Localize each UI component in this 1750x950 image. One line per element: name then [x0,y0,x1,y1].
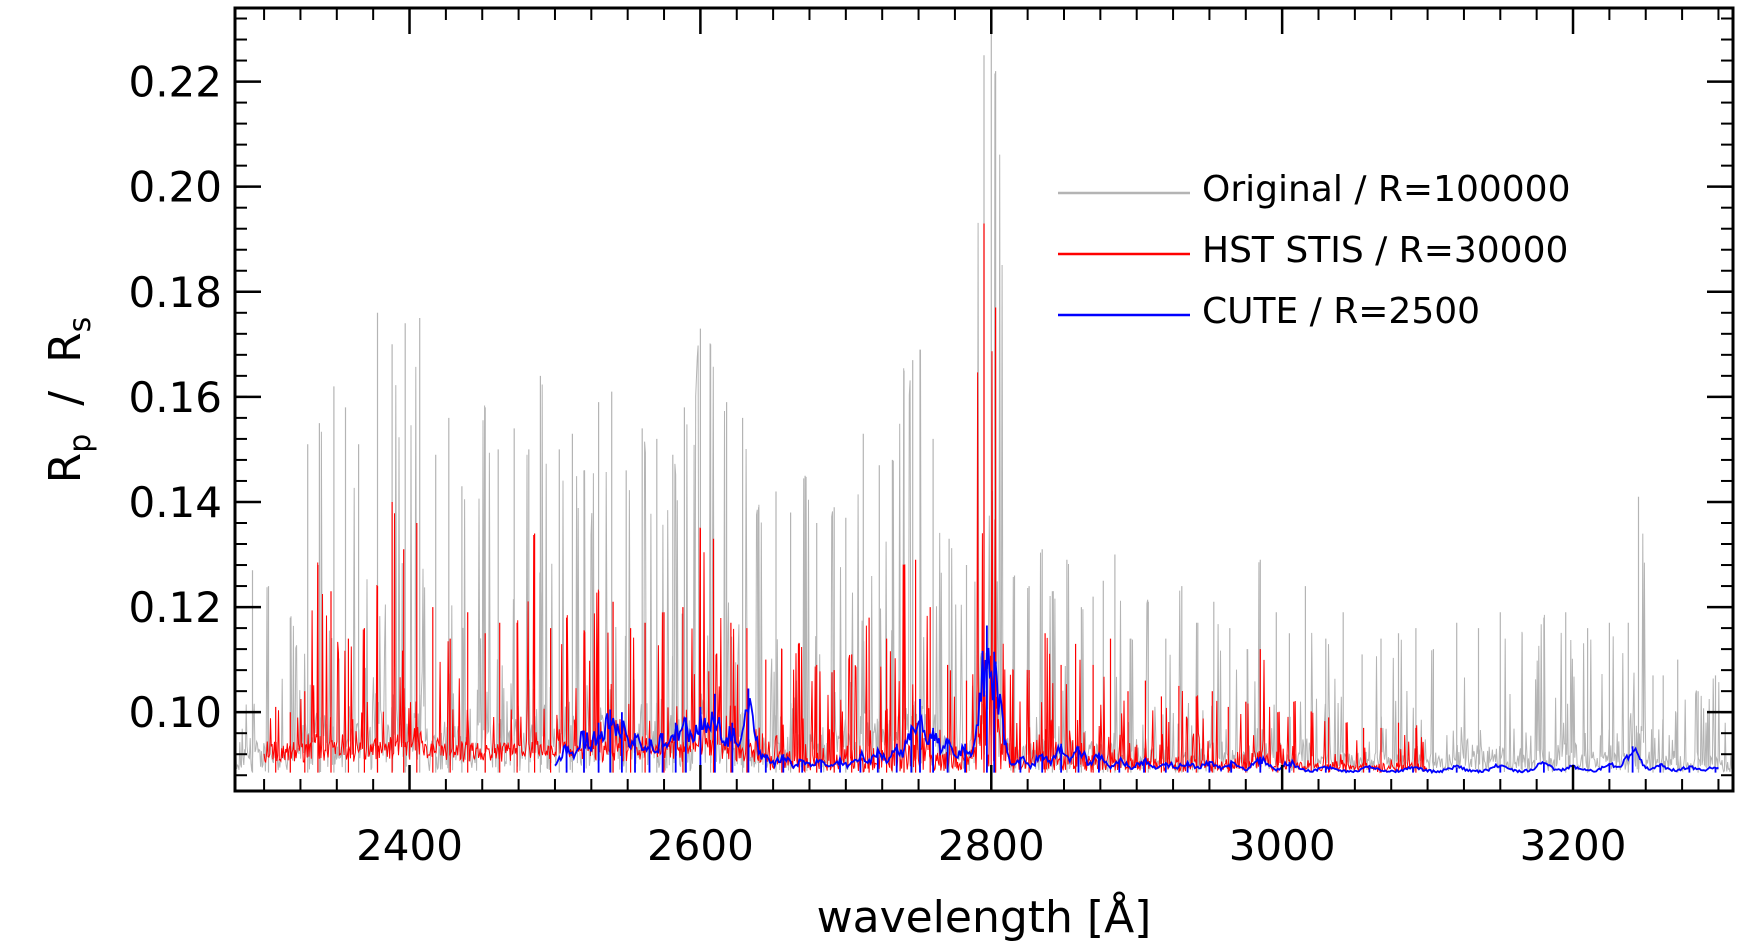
series-0 [235,18,1733,774]
y-axis-title-r2: R [40,332,91,363]
series-2 [554,625,1719,775]
plot-area: 2400 2600 2800 3000 3200 0.10 0.12 0.14 0.16 0.18… [128,6,1735,870]
y-tick-label: 0.14 [128,478,222,527]
legend-label-hst-stis: HST STIS / R=30000 [1202,230,1568,271]
y-axis-title-r: R [40,453,91,484]
legend: Original / R=100000 HST STIS / R=30000 C… [1058,169,1571,332]
x-tick-label: 3000 [1229,821,1336,870]
x-tick-label: 2400 [356,821,463,870]
legend-label-original: Original / R=100000 [1202,169,1571,210]
series-line-1 [263,351,1428,774]
y-tick-label: 0.20 [128,163,222,212]
y-tick-label: 0.16 [128,373,222,422]
series-layer [235,18,1733,775]
y-tick-label: 0.22 [128,58,222,107]
y-tick-label: 0.10 [128,688,222,737]
y-axis-title-sub-p: p [63,434,98,453]
legend-label-cute: CUTE / R=2500 [1202,291,1480,332]
y-tick-label: 0.12 [128,583,222,632]
y-axis-title: Rp / Rs [40,317,98,484]
x-tick-label: 3200 [1520,821,1627,870]
y-tick-label: 0.18 [128,268,222,317]
tick-layer: 2400 2600 2800 3000 3200 0.10 0.12 0.14 0.16 0.18… [128,8,1733,870]
x-tick-label: 2600 [647,821,754,870]
x-axis-title: wavelength [Å] [817,890,1152,943]
y-axis-title-sub-s: s [63,317,98,333]
x-tick-label: 2800 [938,821,1045,870]
y-axis-title-slash: / [40,391,91,406]
plot-frame [233,6,1735,793]
